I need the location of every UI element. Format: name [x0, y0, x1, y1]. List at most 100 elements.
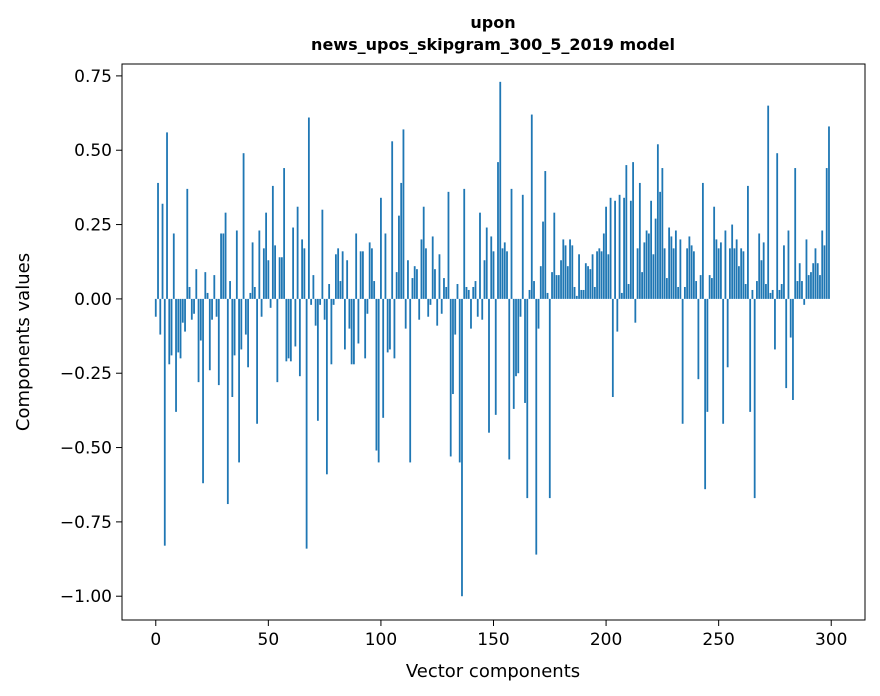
bar-262 — [744, 284, 747, 299]
bar-175 — [548, 298, 551, 499]
bar-265 — [751, 289, 754, 299]
bar-103 — [386, 298, 389, 353]
bar-58 — [285, 298, 288, 362]
bar-195 — [593, 286, 596, 299]
bar-9 — [175, 298, 177, 412]
bar-180 — [560, 260, 562, 299]
bar-12 — [181, 298, 184, 323]
bar-83 — [341, 251, 344, 299]
bar-188 — [578, 254, 580, 299]
bar-116 — [416, 269, 418, 299]
bar-239 — [692, 251, 695, 299]
bar-82 — [339, 281, 342, 299]
bar-37 — [238, 298, 240, 463]
bar-249 — [715, 239, 718, 299]
bar-53 — [274, 245, 276, 299]
bar-217 — [643, 242, 646, 299]
bar-86 — [348, 298, 351, 329]
bar-134 — [456, 284, 459, 299]
bar-26 — [213, 275, 216, 299]
bar-77 — [328, 284, 331, 299]
bar-255 — [729, 248, 731, 299]
bar-14 — [186, 188, 189, 299]
bar-50 — [267, 260, 270, 299]
x-tick-label: 300 — [815, 630, 847, 650]
bar-213 — [634, 298, 637, 323]
bar-104 — [389, 298, 391, 350]
bar-131 — [449, 298, 452, 457]
bar-123 — [431, 236, 434, 299]
bar-280 — [785, 298, 788, 389]
bar-160 — [515, 298, 517, 377]
bar-209 — [625, 165, 628, 299]
bar-245 — [706, 298, 709, 412]
bar-227 — [665, 278, 668, 299]
y-tick-label: −0.25 — [60, 364, 112, 384]
bar-152 — [497, 162, 499, 299]
x-tick-label: 100 — [365, 630, 397, 650]
bar-155 — [503, 242, 506, 299]
bar-199 — [602, 233, 605, 299]
bar-284 — [794, 168, 797, 299]
bar-27 — [215, 298, 218, 317]
bar-250 — [717, 248, 720, 299]
bar-88 — [353, 298, 355, 365]
bar-17 — [193, 298, 195, 314]
x-axis-ticks: 0 50 100 150 200 250 300 — [150, 620, 847, 650]
bar-122 — [429, 298, 432, 305]
bar-276 — [776, 153, 779, 299]
bar-66 — [303, 248, 306, 299]
bar-257 — [733, 248, 736, 299]
bar-229 — [670, 236, 673, 299]
bar-176 — [551, 272, 553, 299]
bar-244 — [704, 298, 707, 490]
bar-141 — [472, 286, 475, 299]
bar-271 — [765, 284, 767, 299]
x-tick-label: 200 — [590, 630, 622, 650]
bar-212 — [632, 162, 634, 299]
bar-281 — [787, 230, 790, 299]
y-tick-label: 0.50 — [74, 141, 112, 161]
bar-222 — [654, 218, 657, 299]
bar-286 — [798, 263, 801, 299]
bar-45 — [256, 298, 258, 424]
bar-54 — [276, 298, 279, 383]
bar-258 — [735, 239, 738, 299]
chart-subtitle: news_upos_skipgram_300_5_2019 model — [311, 35, 675, 54]
bar-143 — [476, 298, 479, 317]
bars-group — [154, 81, 830, 597]
bar-60 — [289, 298, 292, 362]
bar-266 — [753, 298, 756, 499]
bar-294 — [816, 263, 819, 299]
bar-173 — [544, 171, 547, 299]
bar-233 — [679, 239, 682, 299]
bar-43 — [251, 242, 254, 299]
bar-285 — [796, 281, 799, 299]
bar-142 — [474, 281, 477, 299]
bar-154 — [501, 248, 504, 299]
bar-256 — [731, 224, 734, 299]
bar-159 — [512, 298, 515, 409]
bar-111 — [404, 298, 407, 329]
bar-72 — [316, 298, 319, 421]
bar-137 — [463, 188, 466, 299]
bar-20 — [199, 298, 202, 341]
bar-207 — [620, 292, 623, 299]
bar-119 — [422, 206, 425, 299]
bar-49 — [265, 212, 267, 299]
bar-35 — [233, 298, 236, 356]
bar-34 — [231, 298, 234, 398]
bar-57 — [283, 168, 286, 299]
bar-65 — [301, 239, 304, 299]
bar-147 — [485, 227, 488, 299]
bar-191 — [584, 263, 587, 299]
bar-55 — [278, 257, 281, 299]
bar-247 — [711, 278, 713, 299]
bar-105 — [391, 141, 394, 299]
bar-124 — [434, 269, 436, 299]
bar-78 — [330, 298, 333, 365]
bar-298 — [825, 168, 828, 299]
bar-75 — [323, 298, 326, 320]
bar-170 — [537, 298, 540, 329]
x-tick-label: 150 — [477, 630, 509, 650]
